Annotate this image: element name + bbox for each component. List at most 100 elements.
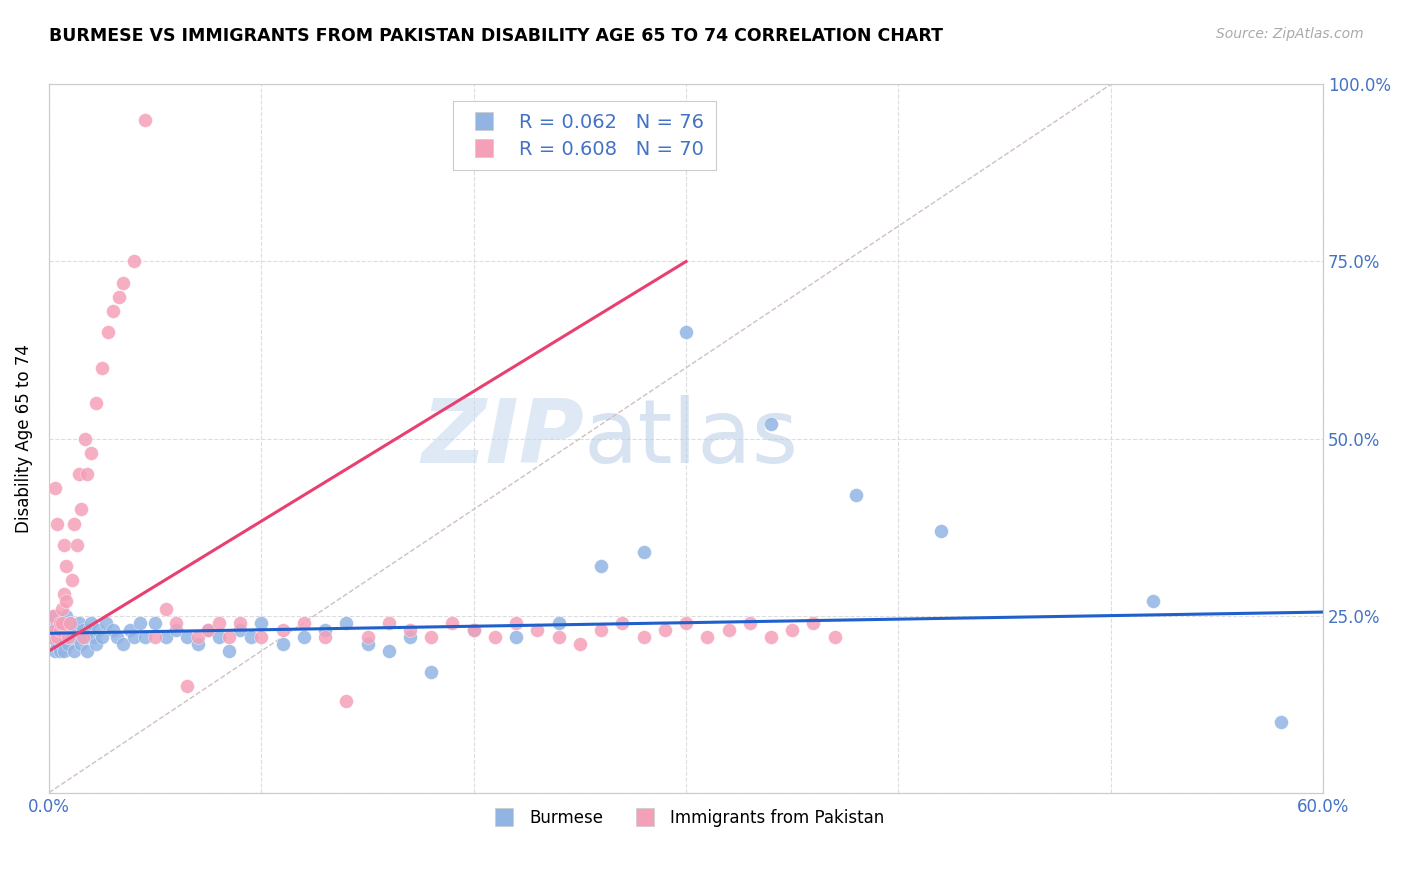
- Point: [60, 573, 83, 587]
- Point: [738, 615, 761, 630]
- Point: [67, 615, 90, 630]
- Point: [91, 630, 114, 644]
- Point: [155, 630, 177, 644]
- Point: [39, 630, 62, 644]
- Point: [96, 615, 118, 630]
- Point: [197, 623, 219, 637]
- Point: [612, 615, 634, 630]
- Text: atlas: atlas: [583, 395, 799, 482]
- Point: [314, 630, 336, 644]
- Point: [208, 630, 231, 644]
- Point: [59, 615, 82, 630]
- Point: [48, 623, 70, 637]
- Point: [463, 623, 485, 637]
- Point: [63, 644, 86, 658]
- Point: [80, 615, 103, 630]
- Point: [1142, 594, 1164, 608]
- Point: [84, 396, 107, 410]
- Point: [55, 608, 77, 623]
- Point: [112, 637, 135, 651]
- Point: [399, 630, 422, 644]
- Point: [51, 615, 73, 630]
- Point: [83, 630, 105, 644]
- Point: [56, 630, 79, 644]
- Point: [134, 630, 156, 644]
- Point: [176, 630, 198, 644]
- Point: [42, 608, 65, 623]
- Point: [271, 637, 294, 651]
- Point: [218, 630, 240, 644]
- Point: [292, 615, 315, 630]
- Point: [759, 417, 782, 432]
- Point: [187, 637, 209, 651]
- Point: [356, 630, 378, 644]
- Point: [675, 615, 697, 630]
- Point: [229, 615, 252, 630]
- Point: [547, 615, 569, 630]
- Point: [845, 488, 868, 502]
- Point: [314, 623, 336, 637]
- Point: [52, 538, 75, 552]
- Point: [143, 615, 166, 630]
- Point: [218, 644, 240, 658]
- Point: [51, 601, 73, 615]
- Point: [803, 615, 825, 630]
- Point: [55, 623, 77, 637]
- Point: [118, 623, 141, 637]
- Point: [250, 615, 273, 630]
- Point: [52, 644, 75, 658]
- Point: [75, 432, 97, 446]
- Point: [69, 502, 91, 516]
- Point: [97, 326, 120, 340]
- Point: [42, 615, 65, 630]
- Y-axis label: Disability Age 65 to 74: Disability Age 65 to 74: [15, 344, 32, 533]
- Point: [112, 276, 135, 290]
- Point: [526, 623, 548, 637]
- Point: [44, 608, 66, 623]
- Point: [717, 623, 740, 637]
- Point: [48, 615, 70, 630]
- Point: [633, 630, 655, 644]
- Point: [356, 637, 378, 651]
- Point: [568, 637, 591, 651]
- Point: [143, 630, 166, 644]
- Point: [420, 630, 443, 644]
- Point: [101, 304, 124, 318]
- Point: [463, 623, 485, 637]
- Point: [56, 630, 79, 644]
- Point: [72, 623, 94, 637]
- Point: [105, 630, 128, 644]
- Point: [208, 615, 231, 630]
- Point: [633, 545, 655, 559]
- Point: [122, 630, 145, 644]
- Point: [108, 290, 131, 304]
- Point: [69, 637, 91, 651]
- Point: [87, 623, 110, 637]
- Point: [76, 644, 98, 658]
- Point: [591, 623, 613, 637]
- Point: [46, 630, 69, 644]
- Point: [91, 360, 114, 375]
- Point: [55, 559, 77, 574]
- Point: [46, 615, 69, 630]
- Point: [176, 680, 198, 694]
- Point: [63, 623, 86, 637]
- Point: [250, 630, 273, 644]
- Point: [377, 615, 399, 630]
- Point: [65, 538, 87, 552]
- Point: [420, 665, 443, 680]
- Point: [335, 693, 357, 707]
- Point: [48, 615, 70, 630]
- Point: [52, 587, 75, 601]
- Point: [65, 630, 87, 644]
- Point: [60, 630, 83, 644]
- Point: [80, 446, 103, 460]
- Point: [1270, 714, 1292, 729]
- Point: [335, 615, 357, 630]
- Point: [547, 630, 569, 644]
- Point: [399, 623, 422, 637]
- Point: [72, 630, 94, 644]
- Point: [197, 623, 219, 637]
- Point: [59, 623, 82, 637]
- Point: [441, 615, 464, 630]
